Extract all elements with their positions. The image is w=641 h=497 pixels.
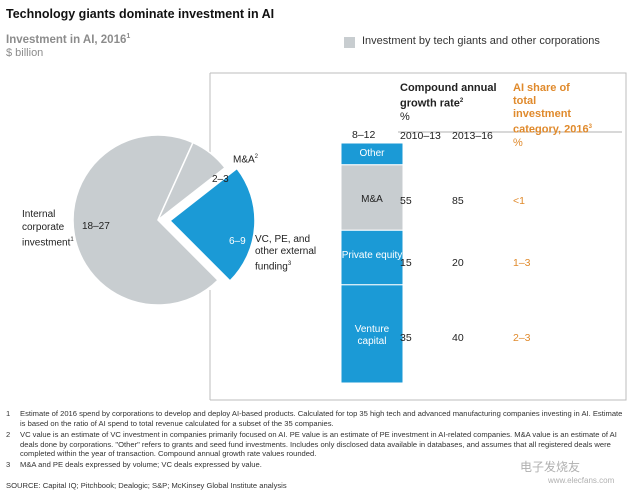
col-header-2013-16: 2013–16 xyxy=(452,130,493,142)
pie-value-vc: 6–9 xyxy=(229,236,246,247)
bar-segment-label-ma: M&A xyxy=(361,194,383,205)
bar-segment-label-pe: Private equity xyxy=(341,250,403,261)
watermark: 电子发烧友 xyxy=(520,460,581,474)
pie-slice-internal xyxy=(72,134,220,306)
pie-slice-vc xyxy=(168,167,256,282)
cagr-header: Compound annual growth rate2 % xyxy=(400,82,497,123)
footnote-1: 1 Estimate of 2016 spend by corporations … xyxy=(6,409,623,428)
bar-total: 8–12 xyxy=(352,129,376,141)
pie-label-vc: VC, PE, and other external funding3 xyxy=(255,234,317,273)
share-header: AI share of total investment category, 2… xyxy=(513,82,592,149)
pie-label-ma: M&A2 xyxy=(233,154,259,166)
table-cell-pe-share: 1–3 xyxy=(513,257,531,269)
table-cell-vc-share: 2–3 xyxy=(513,332,531,344)
bar-segment-ma xyxy=(340,164,404,231)
frame-line xyxy=(210,72,627,401)
table-cell-pe-2010-13: 15 xyxy=(400,257,412,269)
table-cell-ma-2013-16: 85 xyxy=(452,195,464,207)
bar-segment-label-vc: Venture capital xyxy=(354,324,390,347)
legend-swatch xyxy=(344,37,355,48)
unit-label: $ billion xyxy=(6,47,44,59)
footnote-2: 2 VC value is an estimate of VC investmen… xyxy=(6,430,617,458)
bar-segment-vc xyxy=(340,284,404,384)
legend-label: Investment by tech giants and other corp… xyxy=(362,35,600,47)
watermark-url: www.elecfans.com xyxy=(548,476,615,485)
table-cell-vc-2010-13: 35 xyxy=(400,332,412,344)
table-cell-vc-2013-16: 40 xyxy=(452,332,464,344)
table-cell-ma-2010-13: 55 xyxy=(400,195,412,207)
footnote-3: 3 M&A and PE deals expressed by volume; V… xyxy=(6,460,262,469)
stacked-bar xyxy=(340,142,404,384)
col-header-2010-13: 2010–13 xyxy=(400,130,441,142)
chart-subtitle: Investment in AI, 20161 xyxy=(6,33,131,46)
table-cell-pe-2013-16: 20 xyxy=(452,257,464,269)
table-cell-ma-share: <1 xyxy=(513,195,525,207)
pie-label-internal: Internal corporate investment1 xyxy=(22,209,74,249)
pie-value-internal: 18–27 xyxy=(82,221,110,232)
bar-segment-label-other: Other xyxy=(359,148,385,159)
chart-title: Technology giants dominate investment in… xyxy=(6,7,275,21)
source-note: SOURCE: Capital IQ; Pitchbook; Dealogic;… xyxy=(6,481,287,490)
pie-chart xyxy=(72,134,256,306)
pie-slice-ma xyxy=(157,141,227,221)
bar-segment-pe xyxy=(340,229,404,286)
pie-value-ma: 2–3 xyxy=(212,174,229,185)
